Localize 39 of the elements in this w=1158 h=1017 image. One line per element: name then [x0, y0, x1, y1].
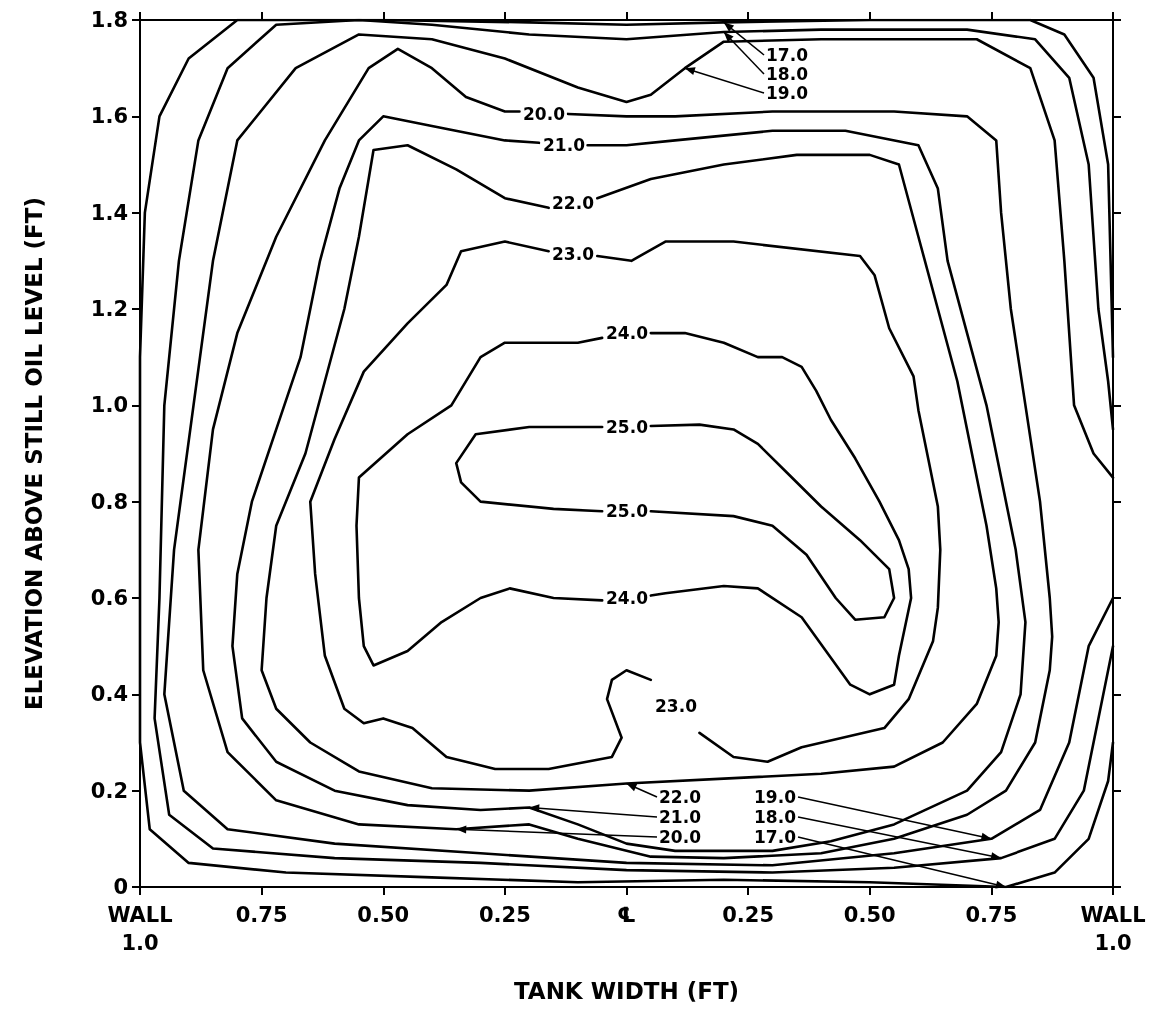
annotation: 17.0 [766, 45, 809, 65]
x-tick-label: WALL 1.0 [107, 903, 173, 955]
annotation: 25.0 [606, 417, 649, 437]
x-tick-label: WALL 1.0 [1080, 903, 1146, 955]
annotation: 20.0 [523, 104, 566, 124]
y-tick-label: 0 [113, 875, 128, 899]
annotation: 22.0 [659, 787, 702, 807]
annotation: 19.0 [754, 787, 797, 807]
x-tick-label: 0.25 [478, 903, 531, 927]
y-tick-label: 1.2 [90, 297, 128, 321]
annotation: 22.0 [552, 193, 595, 213]
annotation: 17.0 [754, 827, 797, 847]
annotation: 18.0 [754, 807, 797, 827]
x-tick-label: ℄ [617, 903, 636, 927]
x-tick-label: 0.25 [722, 903, 775, 927]
y-tick-label: 0.4 [90, 682, 128, 707]
annotation: 24.0 [606, 323, 649, 343]
y-tick-label: 1.4 [90, 200, 128, 225]
annotation: 18.0 [766, 64, 809, 84]
y-tick-label: 1.8 [90, 8, 128, 32]
x-tick-label: 0.75 [965, 903, 1018, 927]
y-tick-label: 0.2 [90, 778, 128, 803]
annotation: 20.0 [659, 827, 702, 847]
annotation: 23.0 [655, 696, 698, 716]
y-tick-label: 1.6 [90, 104, 128, 129]
x-tick-label: 0.50 [357, 903, 410, 927]
annotation: 23.0 [552, 244, 595, 264]
annotation: 24.0 [606, 588, 649, 608]
y-axis-title: ELEVATION ABOVE STILL OIL LEVEL (FT) [20, 196, 47, 711]
x-tick-label: 0.50 [843, 903, 896, 927]
y-tick-label: 0.8 [90, 489, 128, 514]
y-tick-label: 0.6 [90, 586, 128, 610]
x-tick-label: 0.75 [235, 903, 288, 927]
annotation: 21.0 [659, 807, 702, 827]
annotation: 25.0 [606, 501, 649, 521]
x-axis-title: TANK WIDTH (FT) [513, 977, 740, 1004]
y-tick-label: 1.0 [90, 393, 128, 418]
annotation: 19.0 [766, 83, 809, 103]
annotation: 21.0 [543, 135, 586, 155]
